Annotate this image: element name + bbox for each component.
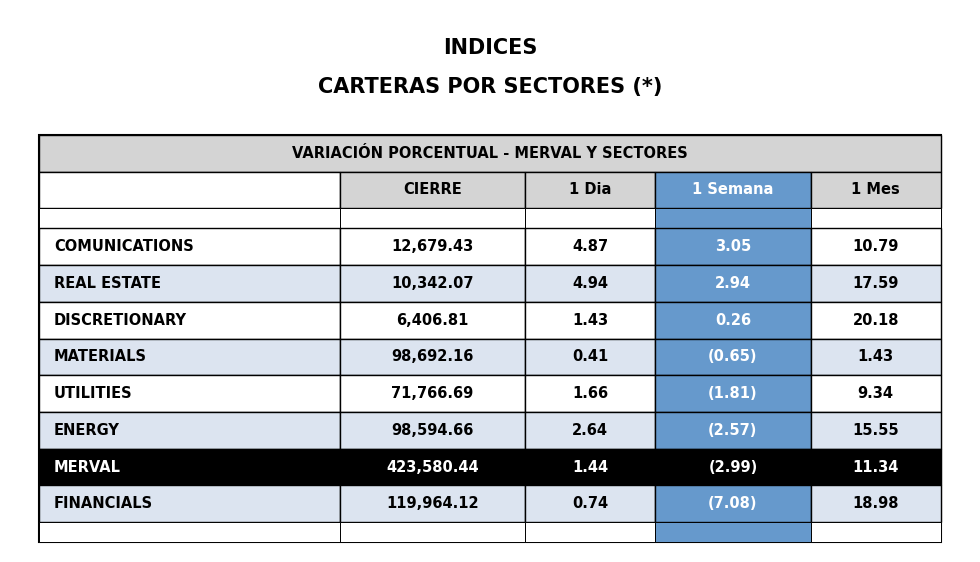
Text: 71,766.69: 71,766.69: [391, 386, 473, 401]
Text: 6,406.81: 6,406.81: [396, 312, 468, 328]
Text: (2.57): (2.57): [709, 423, 758, 438]
Text: 98,692.16: 98,692.16: [391, 350, 473, 365]
Text: COMUNICATIONS: COMUNICATIONS: [54, 239, 194, 255]
Text: INDICES: INDICES: [443, 38, 537, 58]
Text: CIERRE: CIERRE: [403, 183, 462, 197]
Text: 4.94: 4.94: [572, 276, 609, 291]
Text: DISCRETIONARY: DISCRETIONARY: [54, 312, 187, 328]
Text: 2.64: 2.64: [572, 423, 609, 438]
Text: 0.41: 0.41: [572, 350, 609, 365]
Text: ENERGY: ENERGY: [54, 423, 120, 438]
Text: 1.44: 1.44: [572, 460, 609, 474]
Text: (7.08): (7.08): [709, 496, 758, 511]
Text: MERVAL: MERVAL: [54, 460, 121, 474]
Text: 0.74: 0.74: [572, 496, 609, 511]
Text: MATERIALS: MATERIALS: [54, 350, 147, 365]
Text: 3.05: 3.05: [714, 239, 751, 255]
Text: 10.79: 10.79: [853, 239, 899, 255]
Text: 98,594.66: 98,594.66: [391, 423, 473, 438]
Text: 15.55: 15.55: [853, 423, 899, 438]
Text: 0.26: 0.26: [714, 312, 751, 328]
Text: UTILITIES: UTILITIES: [54, 386, 132, 401]
Text: 423,580.44: 423,580.44: [386, 460, 478, 474]
Text: 1.43: 1.43: [858, 350, 894, 365]
Text: 1.43: 1.43: [572, 312, 609, 328]
Text: 1.66: 1.66: [572, 386, 609, 401]
Text: 4.87: 4.87: [572, 239, 609, 255]
Text: 1 Mes: 1 Mes: [852, 183, 900, 197]
Text: 18.98: 18.98: [853, 496, 899, 511]
Text: 2.94: 2.94: [715, 276, 751, 291]
Text: 11.34: 11.34: [853, 460, 899, 474]
Text: 17.59: 17.59: [853, 276, 899, 291]
Text: VARIACIÓN PORCENTUAL - MERVAL Y SECTORES: VARIACIÓN PORCENTUAL - MERVAL Y SECTORES: [292, 146, 688, 161]
Text: FINANCIALS: FINANCIALS: [54, 496, 153, 511]
Text: REAL ESTATE: REAL ESTATE: [54, 276, 161, 291]
Text: CARTERAS POR SECTORES (*): CARTERAS POR SECTORES (*): [318, 77, 662, 97]
Text: (2.99): (2.99): [709, 460, 758, 474]
Text: 119,964.12: 119,964.12: [386, 496, 478, 511]
Text: (0.65): (0.65): [709, 350, 758, 365]
Text: 20.18: 20.18: [853, 312, 899, 328]
Text: 1 Dia: 1 Dia: [569, 183, 612, 197]
Text: 9.34: 9.34: [858, 386, 894, 401]
Text: 12,679.43: 12,679.43: [391, 239, 473, 255]
Text: 10,342.07: 10,342.07: [391, 276, 473, 291]
Text: (1.81): (1.81): [709, 386, 758, 401]
Text: 1 Semana: 1 Semana: [692, 183, 773, 197]
